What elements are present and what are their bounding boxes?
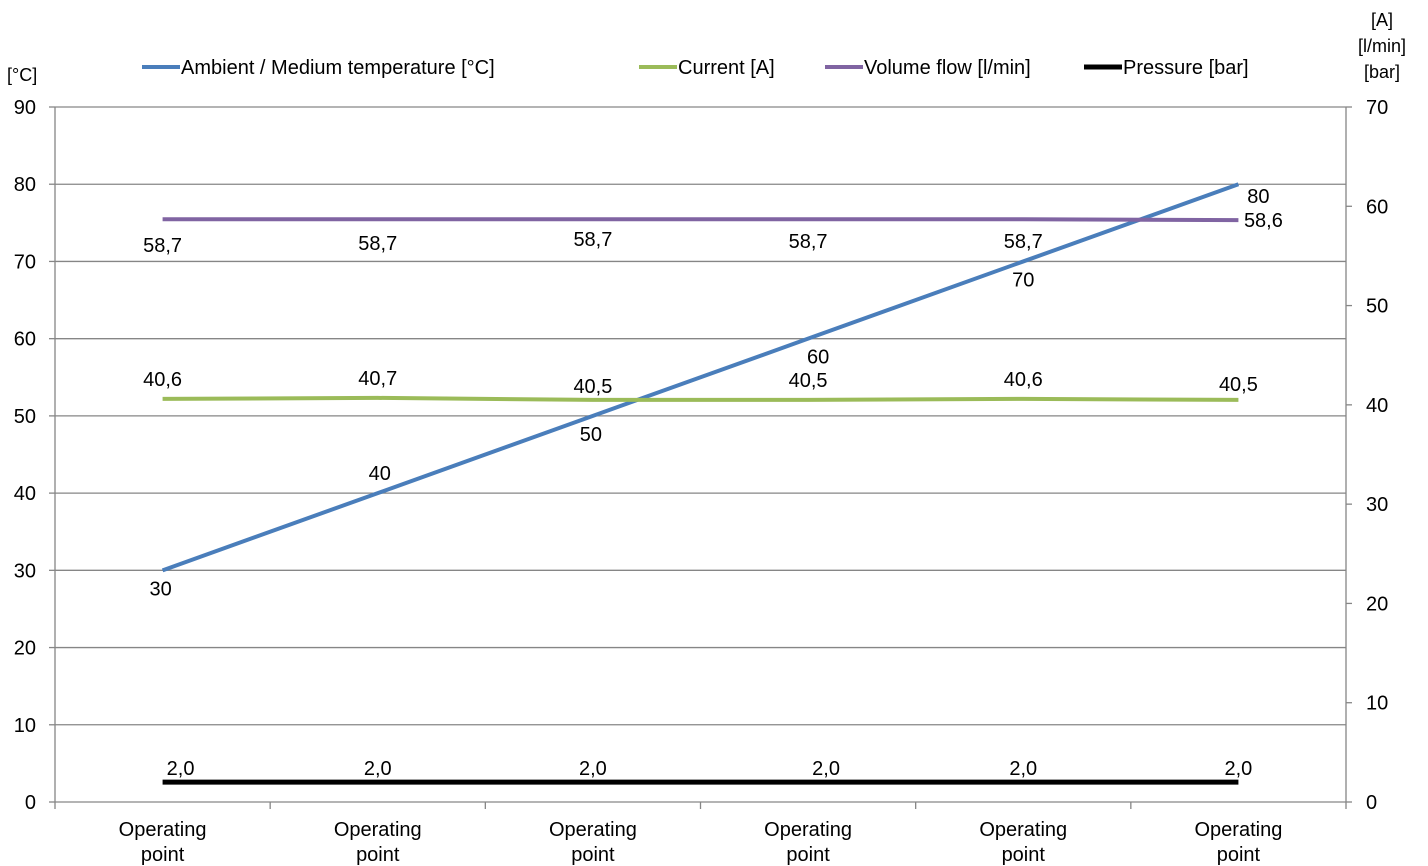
series-line <box>162 217 1239 223</box>
right-axis-unit: [A] <box>1371 10 1393 30</box>
left-tick-label: 40 <box>14 483 36 505</box>
data-label: 58,7 <box>573 229 612 251</box>
data-label: 2,0 <box>1009 758 1037 780</box>
left-tick-label: 20 <box>14 638 36 660</box>
legend: Ambient / Medium temperature [°C] Current… <box>142 57 1249 79</box>
right-tick-label: 40 <box>1366 395 1388 417</box>
left-axis-unit: [°C] <box>7 65 37 85</box>
data-label: 2,0 <box>812 758 840 780</box>
category-label: Operating point <box>979 819 1067 866</box>
data-label: 58,7 <box>1004 231 1043 253</box>
data-label: 2,0 <box>167 758 195 780</box>
left-tick-label: 60 <box>14 329 36 351</box>
data-label: 2,0 <box>579 758 607 780</box>
series-lines <box>161 182 1240 785</box>
data-label: 2,0 <box>1225 758 1253 780</box>
category-label: Operating point <box>764 819 852 866</box>
left-tick-label: 30 <box>14 560 36 582</box>
category-label: Operating point <box>334 819 422 866</box>
data-label: 58,6 <box>1244 210 1283 232</box>
left-tick-label: 70 <box>14 251 36 273</box>
data-label: 58,7 <box>789 231 828 253</box>
right-tick-label: 20 <box>1366 593 1388 615</box>
gridlines <box>55 106 1346 726</box>
data-label: 58,7 <box>143 235 182 257</box>
data-label: 40 <box>369 463 391 485</box>
data-labels: 30 40 50 60 70 80 40,6 40,7 40,5 40,5 40,6 40,5 58,7… <box>143 186 1283 780</box>
left-tick-label: 90 <box>14 97 36 119</box>
category-label: Operating point <box>1194 819 1282 866</box>
data-label: 30 <box>149 578 171 600</box>
data-label: 40,6 <box>1004 369 1043 391</box>
data-label: 40,5 <box>573 376 612 398</box>
right-tick-label: 60 <box>1366 196 1388 218</box>
series-line <box>162 395 1239 402</box>
axes: 0 10 20 30 40 50 60 70 80 90 0 10 20 30 40 50 60 70 Operat… <box>7 10 1406 866</box>
category-label: Operating point <box>119 819 207 866</box>
right-axis-unit: [bar] <box>1364 62 1400 82</box>
right-tick-label: 50 <box>1366 296 1388 318</box>
legend-label: Volume flow [l/min] <box>864 57 1031 79</box>
right-tick-label: 0 <box>1366 792 1377 814</box>
right-axis-unit: [l/min] <box>1358 36 1406 56</box>
data-label: 2,0 <box>364 758 392 780</box>
data-label: 50 <box>580 424 602 446</box>
right-tick-label: 10 <box>1366 693 1388 715</box>
legend-label: Ambient / Medium temperature [°C] <box>181 57 495 79</box>
left-tick-label: 10 <box>14 715 36 737</box>
category-label: Operating point <box>549 819 637 866</box>
data-label: 70 <box>1012 269 1034 291</box>
right-tick-label: 70 <box>1366 97 1388 119</box>
left-tick-label: 0 <box>25 792 36 814</box>
left-tick-label: 80 <box>14 174 36 196</box>
data-label: 40,6 <box>143 369 182 391</box>
data-label: 40,7 <box>358 368 397 390</box>
right-tick-label: 30 <box>1366 494 1388 516</box>
left-tick-label: 50 <box>14 406 36 428</box>
legend-label: Pressure [bar] <box>1123 57 1249 79</box>
data-label: 40,5 <box>1219 374 1258 396</box>
data-label: 40,5 <box>789 370 828 392</box>
data-label: 80 <box>1247 186 1269 208</box>
series-line <box>161 182 1240 573</box>
data-label: 60 <box>807 347 829 369</box>
data-label: 58,7 <box>358 233 397 255</box>
legend-label: Current [A] <box>678 57 775 79</box>
